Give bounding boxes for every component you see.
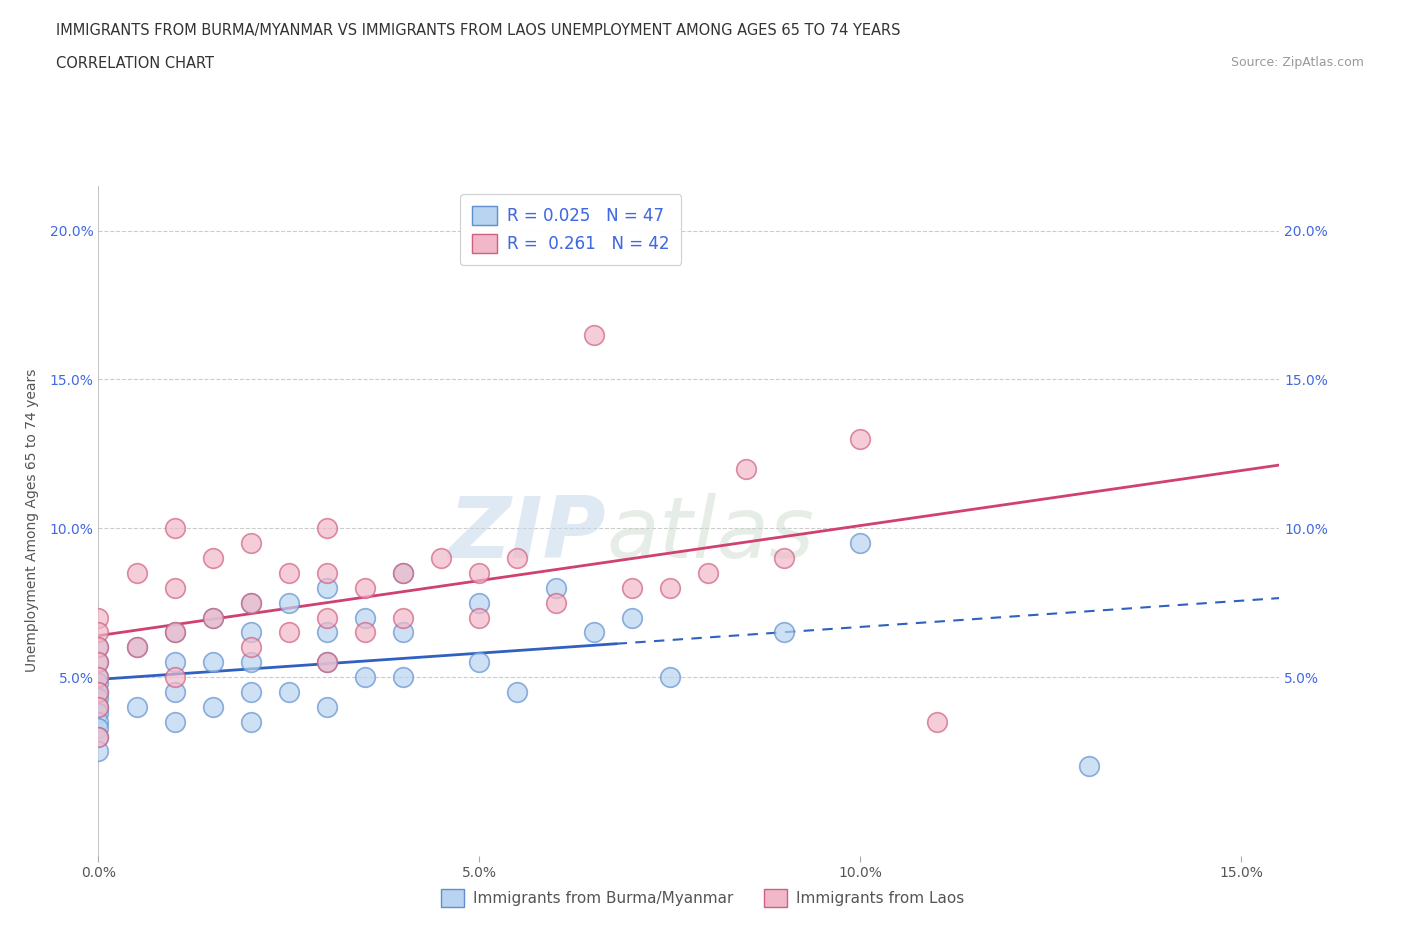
Point — [87, 655, 110, 670]
Point — [87, 699, 110, 714]
Point — [87, 705, 110, 720]
Point — [849, 432, 872, 446]
Point — [392, 565, 415, 580]
Point — [239, 655, 262, 670]
Point — [316, 610, 339, 625]
Point — [163, 625, 186, 640]
Point — [316, 655, 339, 670]
Point — [316, 699, 339, 714]
Point — [87, 729, 110, 744]
Point — [239, 625, 262, 640]
Point — [773, 625, 796, 640]
Point — [582, 327, 605, 342]
Point — [316, 625, 339, 640]
Point — [1078, 759, 1101, 774]
Point — [430, 551, 453, 565]
Point — [544, 580, 567, 595]
Point — [87, 640, 110, 655]
Point — [201, 610, 224, 625]
Point — [468, 565, 491, 580]
Point — [125, 699, 148, 714]
Point — [277, 565, 299, 580]
Point — [925, 714, 948, 729]
Point — [87, 610, 110, 625]
Point — [277, 684, 299, 699]
Point — [354, 625, 377, 640]
Point — [697, 565, 720, 580]
Point — [163, 580, 186, 595]
Point — [201, 655, 224, 670]
Point — [163, 684, 186, 699]
Point — [392, 670, 415, 684]
Point — [468, 655, 491, 670]
Point — [392, 625, 415, 640]
Text: ZIP: ZIP — [449, 493, 606, 576]
Point — [87, 714, 110, 729]
Point — [87, 655, 110, 670]
Point — [201, 551, 224, 565]
Point — [316, 521, 339, 536]
Point — [392, 610, 415, 625]
Point — [239, 640, 262, 655]
Text: atlas: atlas — [606, 493, 814, 576]
Legend: Immigrants from Burma/Myanmar, Immigrants from Laos: Immigrants from Burma/Myanmar, Immigrant… — [436, 884, 970, 913]
Point — [201, 699, 224, 714]
Point — [239, 595, 262, 610]
Point — [163, 521, 186, 536]
Point — [316, 580, 339, 595]
Point — [316, 655, 339, 670]
Point — [620, 610, 643, 625]
Point — [506, 684, 529, 699]
Point — [544, 595, 567, 610]
Point — [582, 625, 605, 640]
Point — [87, 744, 110, 759]
Point — [87, 640, 110, 655]
Point — [239, 536, 262, 551]
Point — [201, 610, 224, 625]
Point — [87, 670, 110, 684]
Point — [87, 675, 110, 690]
Point — [773, 551, 796, 565]
Point — [87, 684, 110, 699]
Legend: R = 0.025   N = 47, R =  0.261   N = 42: R = 0.025 N = 47, R = 0.261 N = 42 — [460, 194, 682, 264]
Point — [354, 610, 377, 625]
Point — [125, 565, 148, 580]
Point — [239, 684, 262, 699]
Point — [125, 640, 148, 655]
Point — [354, 670, 377, 684]
Point — [87, 699, 110, 714]
Point — [506, 551, 529, 565]
Text: IMMIGRANTS FROM BURMA/MYANMAR VS IMMIGRANTS FROM LAOS UNEMPLOYMENT AMONG AGES 65: IMMIGRANTS FROM BURMA/MYANMAR VS IMMIGRA… — [56, 23, 901, 38]
Point — [163, 670, 186, 684]
Point — [239, 714, 262, 729]
Text: CORRELATION CHART: CORRELATION CHART — [56, 56, 214, 71]
Point — [87, 690, 110, 705]
Point — [277, 625, 299, 640]
Point — [125, 640, 148, 655]
Point — [277, 595, 299, 610]
Point — [87, 729, 110, 744]
Point — [87, 720, 110, 735]
Point — [468, 595, 491, 610]
Point — [392, 565, 415, 580]
Point — [468, 610, 491, 625]
Point — [316, 565, 339, 580]
Point — [87, 625, 110, 640]
Point — [658, 580, 681, 595]
Point — [87, 670, 110, 684]
Point — [354, 580, 377, 595]
Point — [239, 595, 262, 610]
Point — [658, 670, 681, 684]
Point — [163, 655, 186, 670]
Point — [87, 684, 110, 699]
Y-axis label: Unemployment Among Ages 65 to 74 years: Unemployment Among Ages 65 to 74 years — [24, 369, 38, 672]
Text: Source: ZipAtlas.com: Source: ZipAtlas.com — [1230, 56, 1364, 69]
Point — [163, 714, 186, 729]
Point — [735, 461, 758, 476]
Point — [849, 536, 872, 551]
Point — [620, 580, 643, 595]
Point — [163, 625, 186, 640]
